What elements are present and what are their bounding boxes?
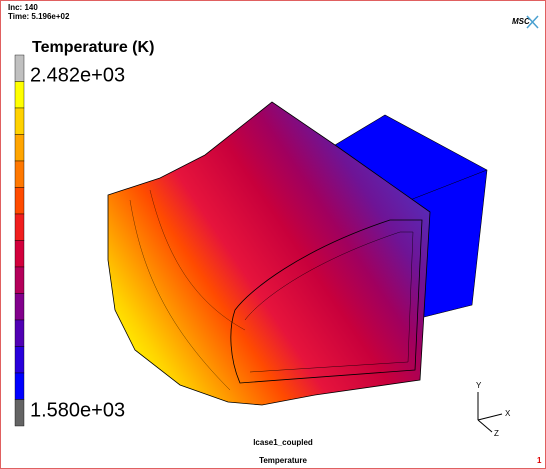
legend-swatch <box>15 400 24 427</box>
legend-swatch <box>15 82 24 109</box>
legend-swatch <box>15 135 24 162</box>
page-number: 1 <box>537 456 542 465</box>
legend-swatch <box>15 320 24 347</box>
logo: MSC <box>512 17 530 26</box>
legend-swatch <box>15 214 24 241</box>
legend-max: 2.482e+03 <box>30 64 125 86</box>
page: {"header": {"inc": "Inc: 140", "time": "… <box>0 0 546 469</box>
legend-swatch <box>15 55 24 82</box>
triad-z: Z <box>494 429 499 438</box>
legend-swatch <box>15 373 24 400</box>
time-label: Time: 5.196e+02 <box>8 12 70 21</box>
legend-swatch <box>15 347 24 374</box>
inc-label: Inc: 140 <box>8 3 38 12</box>
legend-swatch <box>15 108 24 135</box>
triad-y: Y <box>476 381 482 390</box>
triad-x: X <box>505 409 511 418</box>
viewport: Inc: 140 Time: 5.196e+02 MSC Temperature… <box>0 0 546 469</box>
legend <box>15 55 24 426</box>
legend-min: 1.580e+03 <box>30 399 125 421</box>
legend-swatch <box>15 161 24 188</box>
legend-swatch <box>15 241 24 268</box>
legend-swatch <box>15 188 24 215</box>
legend-swatch <box>15 294 24 321</box>
legend-swatch <box>15 267 24 294</box>
variable-label: Temperature <box>259 456 307 465</box>
legend-title: Temperature (K) <box>32 39 154 56</box>
case-label: lcase1_coupled <box>253 438 313 447</box>
